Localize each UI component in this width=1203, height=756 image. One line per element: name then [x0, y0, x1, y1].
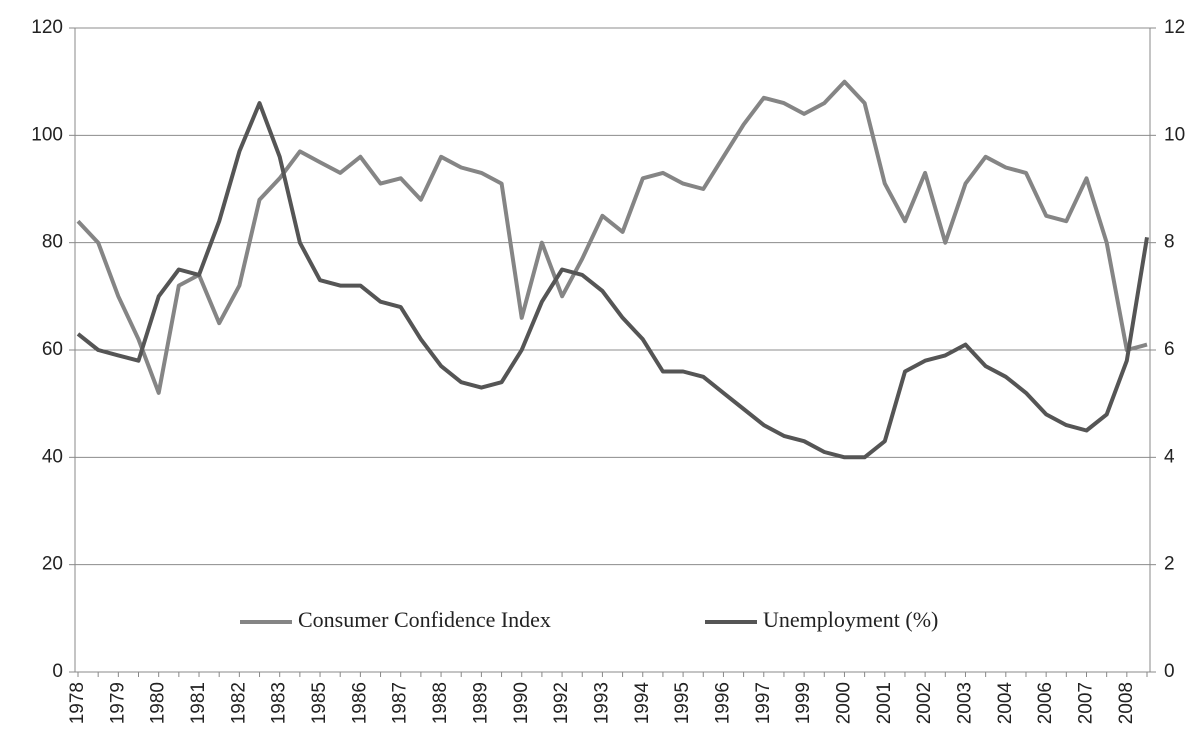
- y2-tick-label: 0: [1164, 661, 1175, 682]
- x-tick-label: 1978: [67, 682, 88, 724]
- x-tick-label: 1981: [188, 682, 209, 724]
- x-tick-label: 1988: [430, 682, 451, 724]
- y2-tick-label: 6: [1164, 339, 1175, 360]
- x-tick-label: 1990: [511, 682, 532, 724]
- x-tick-label: 1993: [591, 682, 612, 724]
- x-tick-label: 2004: [995, 682, 1016, 725]
- y-tick-label: 80: [42, 232, 63, 253]
- x-tick-label: 1979: [107, 682, 128, 724]
- x-tick-label: 1996: [712, 682, 733, 724]
- x-tick-label: 1986: [349, 682, 370, 724]
- legend-label: Unemployment (%): [763, 607, 938, 632]
- x-tick-label: 1997: [753, 682, 774, 724]
- series-line: [76, 79, 1148, 395]
- y2-tick-label: 2: [1164, 554, 1175, 575]
- x-tick-label: 2001: [874, 682, 895, 724]
- y-tick-label: 120: [31, 17, 63, 38]
- x-tick-label: 2000: [833, 682, 854, 724]
- x-tick-label: 1994: [632, 682, 653, 725]
- x-tick-label: 1989: [470, 682, 491, 724]
- y2-tick-label: 8: [1164, 232, 1175, 253]
- series-line: [76, 101, 1149, 460]
- y2-tick-label: 10: [1164, 124, 1185, 145]
- y2-tick-label: 4: [1164, 446, 1175, 467]
- y-tick-label: 0: [52, 661, 63, 682]
- x-tick-label: 1987: [390, 682, 411, 724]
- y-tick-label: 20: [42, 554, 63, 575]
- x-tick-label: 1982: [228, 682, 249, 724]
- x-tick-label: 2003: [954, 682, 975, 724]
- legend-label: Consumer Confidence Index: [298, 607, 551, 632]
- x-tick-label: 2007: [1076, 682, 1097, 724]
- x-tick-label: 1995: [672, 682, 693, 724]
- x-tick-label: 1992: [551, 682, 572, 724]
- y2-tick-label: 12: [1164, 17, 1185, 38]
- x-tick-label: 2008: [1116, 682, 1137, 724]
- y-tick-label: 60: [42, 339, 63, 360]
- x-tick-label: 1983: [269, 682, 290, 724]
- y-tick-label: 100: [31, 124, 63, 145]
- x-tick-label: 2006: [1035, 682, 1056, 724]
- x-tick-label: 1999: [793, 682, 814, 724]
- x-tick-label: 1980: [148, 682, 169, 724]
- y-tick-label: 40: [42, 446, 63, 467]
- x-tick-label: 1985: [309, 682, 330, 724]
- x-tick-label: 2002: [914, 682, 935, 724]
